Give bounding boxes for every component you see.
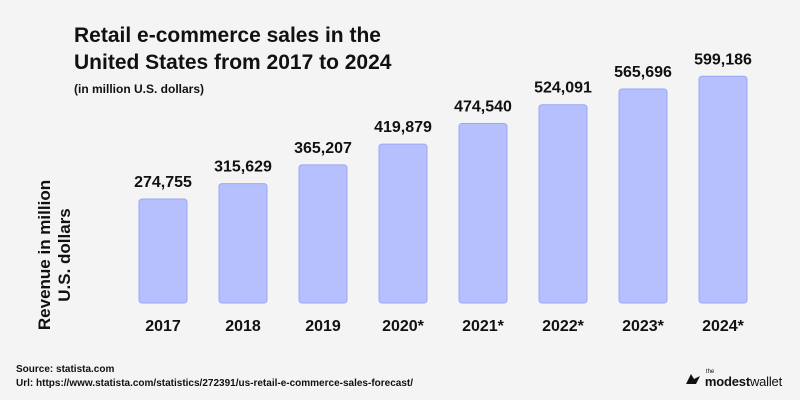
bar-2022* (538, 104, 588, 304)
value-label: 524,091 (534, 80, 592, 97)
bar-2023* (618, 88, 668, 304)
source-text: Source: statista.com (16, 364, 115, 375)
source-url: Url: https://www.statista.com/statistics… (16, 378, 414, 389)
source-block: Source: statista.com Url: https://www.st… (16, 363, 413, 391)
y-axis-label: Revenue in million U.S. dollars (35, 179, 74, 331)
value-label: 474,540 (454, 98, 512, 115)
category-label: 2018 (225, 318, 261, 335)
logo-brand-bold: modest (704, 374, 750, 389)
category-label: 2021* (462, 318, 505, 335)
category-label: 2024* (702, 318, 745, 335)
bird-logo-icon (685, 373, 700, 384)
bar-2017 (138, 198, 188, 304)
bar-2018 (218, 183, 268, 304)
value-label: 565,696 (614, 64, 672, 81)
bar-2024* (698, 75, 748, 304)
category-label: 2023* (622, 318, 665, 335)
value-label: 365,207 (294, 140, 352, 157)
brand-logo: the modestwallet (685, 369, 782, 388)
logo-prefix: the (705, 369, 715, 375)
bar-2021* (458, 122, 508, 304)
value-label: 599,186 (694, 51, 752, 68)
chart-title: Retail e-commerce sales in the United St… (74, 24, 392, 74)
bar-2020* (378, 143, 428, 304)
category-label: 2020* (382, 318, 425, 335)
category-label: 2019 (305, 318, 341, 335)
chart-subtitle: (in million U.S. dollars) (74, 82, 205, 96)
logo-brand-light: wallet (749, 374, 782, 389)
bar-2019 (298, 164, 348, 304)
value-label: 274,755 (134, 174, 192, 191)
value-label: 419,879 (374, 119, 432, 136)
value-label: 315,629 (214, 159, 272, 176)
category-label: 2022* (542, 318, 585, 335)
category-label: 2017 (145, 318, 181, 335)
